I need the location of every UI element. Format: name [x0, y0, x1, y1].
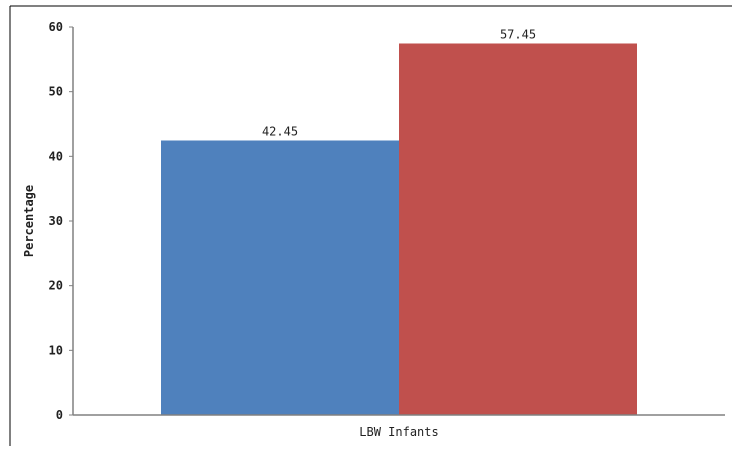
data-labels: 42.45 57.45 — [262, 27, 536, 138]
bars-layer — [161, 43, 637, 416]
y-tick-label-60: 60 — [49, 20, 63, 34]
y-tick-label-30: 30 — [49, 214, 63, 228]
bar-series-2 — [399, 43, 637, 416]
y-ticks: 0 10 20 30 40 50 60 — [49, 20, 73, 422]
y-tick-label-40: 40 — [49, 149, 63, 163]
bar-value-label-1: 42.45 — [262, 124, 298, 138]
y-tick-label-20: 20 — [49, 279, 63, 293]
y-tick-label-0: 0 — [56, 408, 63, 422]
bar-value-label-2: 57.45 — [500, 27, 536, 41]
y-axis-title: Percentage — [22, 185, 36, 257]
y-tick-label-10: 10 — [49, 343, 63, 357]
bar-series-1 — [161, 140, 399, 416]
y-tick-label-50: 50 — [49, 85, 63, 99]
x-axis-category-label: LBW Infants — [359, 425, 438, 439]
